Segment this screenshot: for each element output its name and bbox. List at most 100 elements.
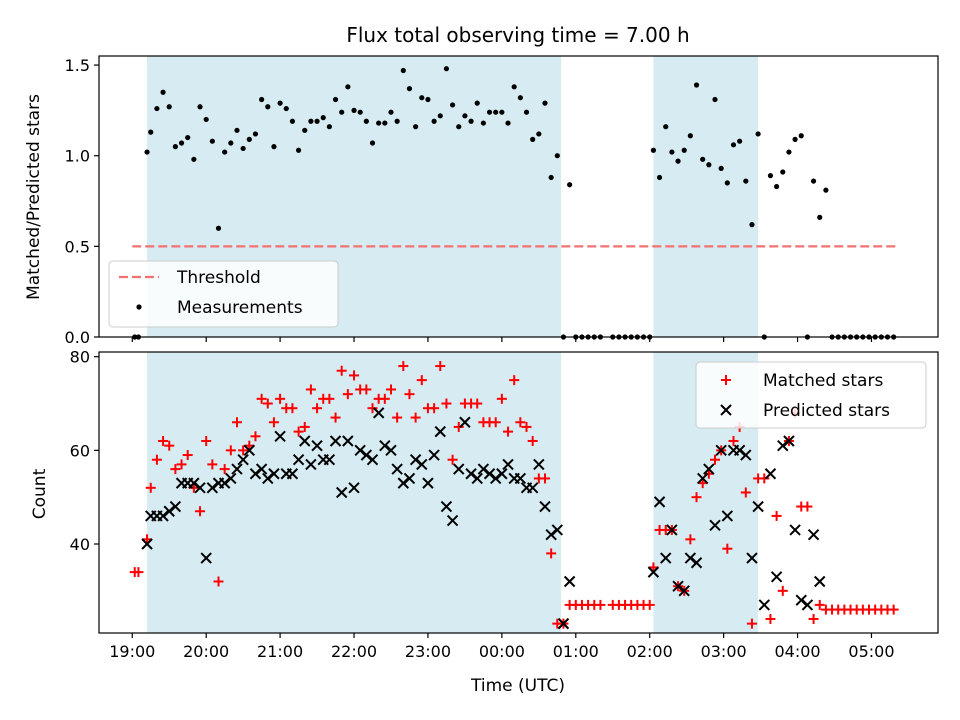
measurement-point xyxy=(712,96,718,103)
matched-star-point xyxy=(771,510,782,521)
measurement-point xyxy=(240,145,246,152)
predicted-star-point xyxy=(249,468,262,480)
measurement-point xyxy=(376,120,382,126)
matched-star-point xyxy=(527,435,538,446)
predicted-star-point xyxy=(709,519,721,531)
measurement-point xyxy=(767,173,774,179)
measurement-point xyxy=(437,113,443,119)
bottom-shaded-interval xyxy=(147,352,562,633)
measurement-point xyxy=(265,104,271,110)
predicted-star-point xyxy=(752,500,764,513)
measurement-point xyxy=(314,118,320,124)
matched-star-point xyxy=(398,361,409,372)
predicted-star-point xyxy=(526,482,539,494)
predicted-star-point xyxy=(715,444,727,457)
predicted-star-point xyxy=(703,463,715,475)
measurement-point xyxy=(792,136,798,142)
measurement-point xyxy=(320,115,326,121)
matched-star-point xyxy=(441,398,452,409)
measurement-point xyxy=(474,100,480,106)
predicted-star-point xyxy=(403,472,416,485)
bottom-y-tick-label: 60 xyxy=(70,441,90,460)
measurement-point xyxy=(693,82,700,88)
predicted-star-point xyxy=(690,557,703,569)
measurement-point xyxy=(425,96,431,103)
bottom-y-tick-label: 80 xyxy=(70,348,90,367)
measurement-point xyxy=(786,149,792,155)
measurement-point xyxy=(394,118,400,124)
predicted-star-point xyxy=(385,444,397,457)
measurement-point xyxy=(530,136,536,142)
measurement-point xyxy=(185,134,191,141)
measurement-point xyxy=(542,100,548,106)
predicted-star-point xyxy=(225,472,237,485)
top-y-axis: 0.0 0.5 1.0 1.5 xyxy=(65,56,99,347)
bottom-y-axis-label: Count xyxy=(30,468,50,519)
x-tick-label: 22:00 xyxy=(331,642,377,661)
predicted-star-point xyxy=(446,514,459,527)
measurement-point xyxy=(724,180,730,186)
measurement-point xyxy=(413,124,419,130)
measurement-point xyxy=(718,165,724,171)
predicted-star-point xyxy=(814,575,826,588)
measurement-point xyxy=(228,140,234,146)
x-tick-label: 03:00 xyxy=(701,642,747,661)
predicted-star-point xyxy=(684,552,697,564)
measurement-point xyxy=(810,178,817,184)
predicted-star-point xyxy=(391,463,403,475)
predicted-star-point xyxy=(514,472,527,485)
matched-star-point xyxy=(472,398,483,409)
predicted-star-point xyxy=(366,454,379,466)
predicted-star-point xyxy=(647,566,660,578)
measurement-point xyxy=(749,222,755,228)
predicted-stars-layer xyxy=(141,407,826,630)
predicted-star-point xyxy=(218,477,231,489)
matched-star-point xyxy=(164,440,175,451)
bottom-y-axis: 40 60 80 xyxy=(70,348,99,554)
matched-star-point xyxy=(416,375,427,386)
top-panel: 0.0 0.5 1.0 1.5 Matched/Predicted stars Thr… xyxy=(24,55,939,347)
measurement-point xyxy=(178,140,185,146)
measurement-point xyxy=(271,144,277,150)
matched-star-point xyxy=(746,618,757,629)
measurement-point xyxy=(548,174,554,181)
measurement-point xyxy=(154,105,160,112)
predicted-star-point xyxy=(354,444,366,457)
measurement-point xyxy=(203,116,209,123)
measurement-point xyxy=(823,187,829,193)
matched-star-point xyxy=(349,370,360,381)
measurement-point xyxy=(774,183,780,190)
matched-star-point xyxy=(453,421,464,432)
predicted-star-point xyxy=(666,524,678,536)
measurement-point xyxy=(277,100,283,106)
predicted-star-point xyxy=(795,594,807,606)
measurement-point xyxy=(567,182,573,188)
measurement-point xyxy=(197,104,203,110)
predicted-star-point xyxy=(342,435,354,447)
x-tick-label: 20:00 xyxy=(183,642,229,661)
matched-star-point xyxy=(361,384,372,395)
predicted-star-point xyxy=(490,472,502,485)
matched-star-point xyxy=(515,417,526,428)
predicted-stars-legend-label: Predicted stars xyxy=(763,401,890,421)
measurement-point xyxy=(681,147,687,153)
predicted-star-point xyxy=(305,458,317,471)
predicted-star-point xyxy=(200,552,212,564)
matched-star-point xyxy=(722,543,733,554)
top-axes-frame xyxy=(98,55,939,338)
measurements-legend-label: Measurements xyxy=(177,298,303,318)
measurement-point xyxy=(700,156,706,162)
measurement-point xyxy=(295,147,302,153)
predicted-star-point xyxy=(563,575,576,588)
matched-star-point xyxy=(225,445,236,456)
measurement-point xyxy=(283,105,289,112)
predicted-star-point xyxy=(409,454,422,466)
matched-star-point xyxy=(644,599,655,610)
predicted-star-point xyxy=(379,439,391,452)
matched-star-point xyxy=(521,421,532,432)
matched-star-point xyxy=(299,421,310,432)
measurement-point xyxy=(656,174,663,181)
measurement-point xyxy=(406,86,413,92)
measurement-point xyxy=(505,120,511,126)
measurement-point xyxy=(486,109,493,115)
